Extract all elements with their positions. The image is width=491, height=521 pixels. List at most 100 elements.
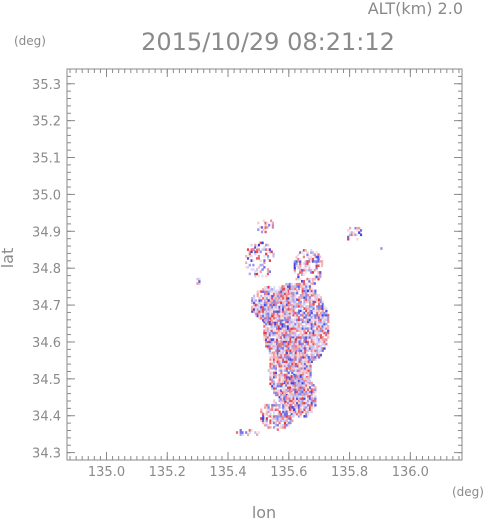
- echo-cell: [305, 282, 308, 286]
- echo-cell: [271, 417, 274, 420]
- echo-cell: [285, 379, 288, 383]
- echo-cell: [293, 268, 296, 272]
- echo-cell: [294, 395, 297, 398]
- echo-cell: [269, 308, 272, 311]
- echo-cell: [311, 280, 315, 283]
- echo-cell: [283, 412, 287, 416]
- echo-cell: [294, 336, 297, 339]
- echo-cell: [301, 390, 304, 394]
- echo-cell: [294, 313, 297, 317]
- echo-cell: [291, 342, 294, 346]
- echo-cell: [283, 310, 287, 313]
- echo-cell: [268, 318, 271, 321]
- echo-cell: [254, 431, 257, 434]
- echo-cell: [318, 302, 321, 306]
- echo-cell: [280, 340, 283, 344]
- echo-cell: [278, 382, 281, 386]
- echo-cell: [274, 297, 277, 300]
- echo-cell: [301, 379, 304, 383]
- echo-cell: [312, 316, 315, 319]
- echo-cell: [296, 291, 299, 295]
- echo-cell: [305, 375, 308, 379]
- echo-cell: [292, 309, 295, 313]
- echo-cell: [319, 305, 322, 308]
- echo-cell: [265, 342, 268, 346]
- echo-cell: [283, 360, 287, 363]
- y-tick-label: 35.3: [32, 78, 61, 93]
- echo-cell: [302, 369, 305, 372]
- echo-cell: [281, 285, 284, 288]
- echo-cell: [347, 229, 350, 232]
- echo-cell: [301, 302, 304, 306]
- echo-cell: [301, 280, 304, 283]
- echo-cell: [267, 301, 270, 304]
- echo-cell: [267, 426, 270, 429]
- echo-cell: [296, 362, 299, 366]
- echo-cell: [302, 364, 305, 368]
- echo-cell: [252, 248, 255, 251]
- echo-cell: [308, 340, 312, 344]
- echo-cell: [294, 410, 297, 414]
- echo-cell: [294, 406, 297, 409]
- echo-cell: [267, 299, 270, 302]
- echo-cell: [263, 312, 267, 316]
- echo-cell: [281, 399, 284, 403]
- echo-cell: [270, 325, 273, 328]
- echo-cell: [303, 415, 306, 418]
- echo-cell: [305, 287, 308, 290]
- echo-cell: [276, 312, 279, 316]
- echo-cell: [265, 410, 268, 414]
- echo-cell: [314, 322, 317, 326]
- echo-cell: [303, 375, 306, 378]
- echo-cell: [260, 226, 264, 229]
- echo-cell: [289, 297, 292, 300]
- echo-cell: [250, 254, 253, 258]
- echo-cell: [265, 423, 268, 427]
- echo-cell: [314, 401, 317, 405]
- echo-cell: [299, 362, 302, 366]
- echo-cell: [308, 379, 312, 383]
- echo-cell: [257, 431, 260, 434]
- echo-cell: [269, 375, 272, 379]
- echo-cell: [267, 303, 270, 307]
- echo-cell: [287, 285, 290, 288]
- echo-cell: [265, 319, 268, 322]
- echo-cell: [310, 325, 313, 328]
- echo-cell: [303, 325, 306, 328]
- echo-cell: [297, 316, 301, 319]
- echo-cell: [276, 373, 279, 377]
- echo-cell: [304, 271, 307, 274]
- echo-cell: [314, 294, 317, 297]
- echo-cell: [290, 392, 293, 396]
- echo-cell: [266, 221, 269, 225]
- echo-cell: [305, 298, 308, 301]
- echo-cell: [280, 308, 283, 311]
- echo-cell: [308, 399, 312, 403]
- echo-cell: [268, 259, 271, 262]
- echo-cell: [291, 371, 294, 375]
- echo-cell: [310, 318, 313, 321]
- chart-title: 2015/10/29 08:21:12: [141, 28, 395, 56]
- echo-cell: [289, 351, 292, 355]
- echo-cell: [287, 311, 290, 315]
- echo-cell: [288, 302, 291, 306]
- echo-cell: [307, 367, 310, 370]
- echo-cell: [304, 360, 307, 363]
- echo-cell: [354, 226, 357, 230]
- echo-cell: [266, 318, 270, 321]
- echo-cell: [302, 356, 305, 359]
- echo-cell: [283, 388, 286, 391]
- echo-cell: [263, 266, 266, 269]
- echo-cell: [273, 310, 276, 313]
- echo-cell: [316, 325, 319, 328]
- echo-cell: [256, 250, 259, 254]
- echo-cell: [283, 347, 287, 350]
- echo-cell: [316, 327, 319, 330]
- echo-cell: [283, 401, 286, 405]
- echo-cell: [273, 403, 276, 407]
- echo-cell: [297, 318, 301, 321]
- echo-cell: [266, 338, 270, 341]
- echo-cell: [285, 310, 288, 313]
- echo-cell: [301, 273, 304, 276]
- echo-cell: [327, 316, 330, 319]
